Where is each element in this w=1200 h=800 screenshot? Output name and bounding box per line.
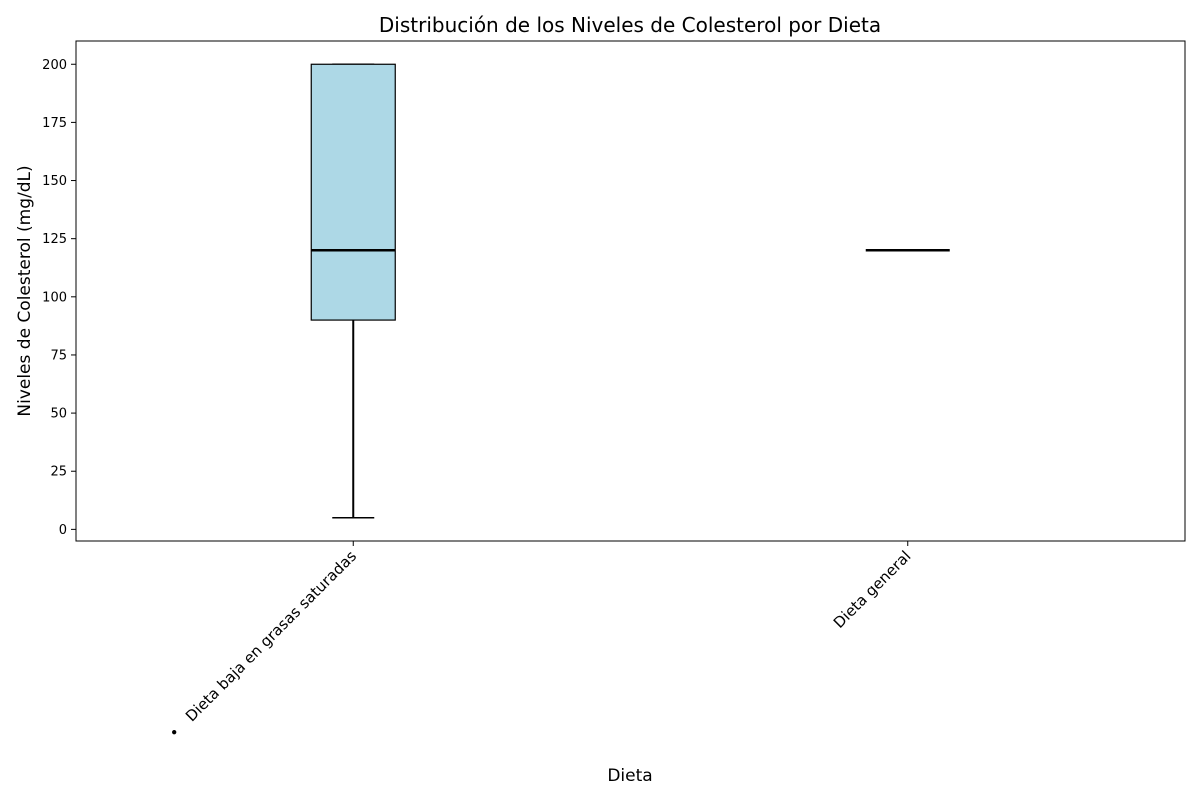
y-tick-label: 0 — [59, 523, 67, 538]
y-tick-label: 100 — [42, 290, 67, 305]
chart-title: Distribución de los Niveles de Colestero… — [379, 13, 881, 37]
box-iqr — [310, 63, 396, 321]
x-tick-label: Dieta general — [830, 547, 915, 632]
y-tick-label: 75 — [50, 348, 67, 363]
x-tick-label: • Dieta baja en grasas saturadas — [165, 547, 360, 742]
plot-frame — [75, 40, 1186, 542]
x-axis-label: Dieta — [607, 766, 652, 786]
y-tick-label: 50 — [50, 407, 67, 422]
y-tick-label: 200 — [42, 58, 67, 73]
y-tick-label: 125 — [42, 232, 67, 247]
y-tick-label: 150 — [42, 174, 67, 189]
y-axis-label: Niveles de Colesterol (mg/dL) — [15, 165, 35, 416]
y-tick-label: 25 — [50, 465, 67, 480]
plot-area — [310, 63, 950, 519]
box-group — [310, 63, 396, 519]
x-axis: • Dieta baja en grasas saturadas Dieta ge… — [165, 541, 915, 742]
y-axis: 0 25 50 75 100 125 150 175 200 — [42, 58, 76, 538]
y-tick-label: 175 — [42, 116, 67, 131]
